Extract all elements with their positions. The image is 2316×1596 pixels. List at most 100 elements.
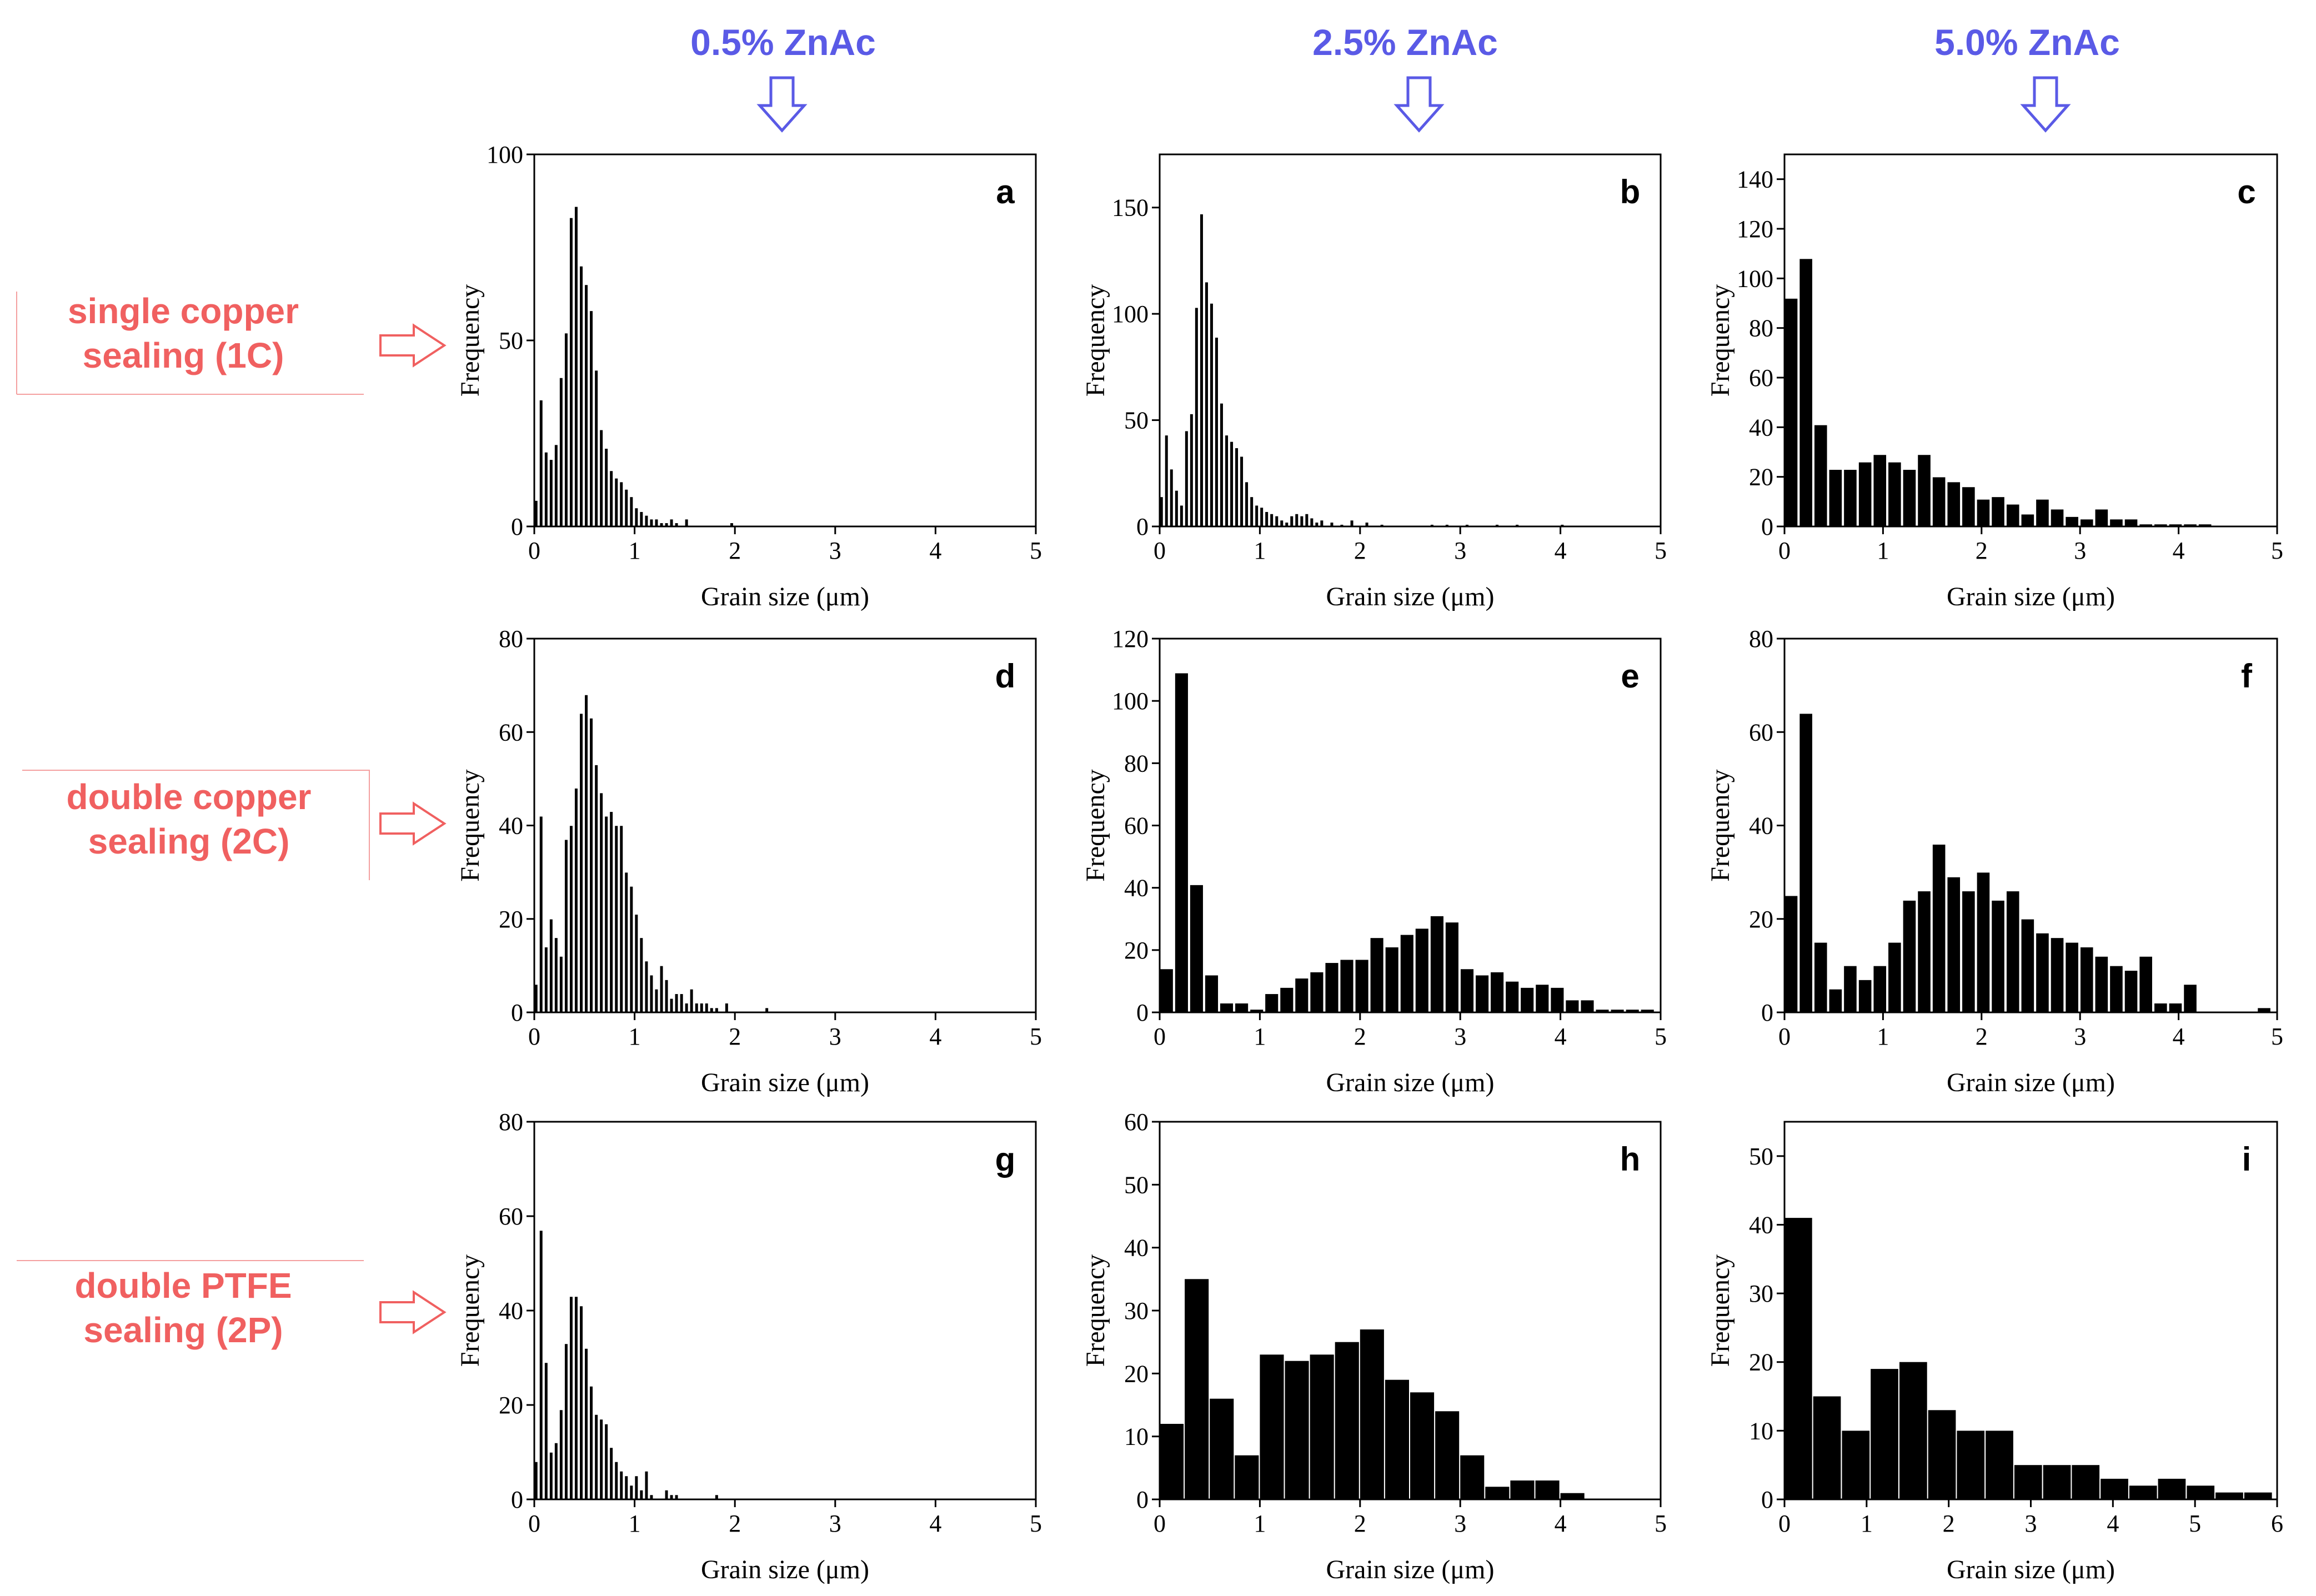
bar bbox=[1179, 504, 1184, 527]
bar bbox=[1174, 672, 1189, 1013]
y-tick-label: 80 bbox=[1124, 750, 1149, 777]
bar bbox=[1174, 490, 1179, 527]
y-tick-label: 20 bbox=[1749, 1349, 1773, 1376]
bar bbox=[1430, 915, 1445, 1013]
bar bbox=[654, 988, 659, 1013]
bar bbox=[1550, 987, 1565, 1013]
bar bbox=[2064, 516, 2079, 527]
y-axis-label: Frequency bbox=[1706, 284, 1735, 397]
bar bbox=[639, 1489, 644, 1500]
bar bbox=[564, 1343, 569, 1500]
bar bbox=[659, 965, 664, 1013]
bar bbox=[614, 478, 619, 527]
y-tick-label: 60 bbox=[1124, 1108, 1149, 1136]
bar bbox=[549, 459, 554, 527]
y-tick-label: 40 bbox=[499, 1297, 523, 1324]
y-axis-label: Frequency bbox=[1081, 1254, 1110, 1367]
bar bbox=[1828, 988, 1843, 1013]
y-tick-label: 0 bbox=[1136, 513, 1149, 540]
bar bbox=[1264, 993, 1279, 1013]
y-tick-label: 80 bbox=[1749, 315, 1773, 342]
bar bbox=[594, 764, 599, 1013]
x-tick-label: 0 bbox=[528, 1023, 540, 1050]
x-tick-label: 4 bbox=[2107, 1510, 2119, 1537]
bar bbox=[1932, 476, 1946, 527]
x-tick-label: 1 bbox=[1861, 1510, 1873, 1537]
x-tick-label: 0 bbox=[528, 1510, 540, 1537]
y-tick-label: 50 bbox=[1749, 1143, 1773, 1170]
bar bbox=[1194, 307, 1199, 527]
row-label-1c: single copper sealing (1C) bbox=[28, 289, 339, 378]
bar bbox=[1991, 496, 2006, 527]
bar bbox=[1784, 298, 1798, 527]
bar bbox=[1279, 987, 1294, 1013]
x-tick-label: 1 bbox=[1254, 1023, 1266, 1050]
y-tick-label: 0 bbox=[511, 513, 523, 540]
y-tick-label: 120 bbox=[1737, 215, 1773, 243]
bar bbox=[1460, 1455, 1485, 1499]
x-tick-label: 0 bbox=[528, 537, 540, 564]
bar bbox=[1259, 506, 1264, 527]
right-arrow-icon bbox=[379, 1290, 447, 1334]
bar bbox=[619, 481, 624, 527]
bar bbox=[1858, 461, 1872, 527]
row-label-2p-line2: sealing (2P) bbox=[83, 1310, 283, 1350]
bar bbox=[599, 1418, 604, 1500]
panel-label: h bbox=[1620, 1141, 1641, 1178]
x-axis-label: Grain size (μm) bbox=[1326, 1068, 1495, 1097]
x-tick-label: 1 bbox=[1254, 1510, 1266, 1537]
x-tick-label: 2 bbox=[729, 1023, 741, 1050]
y-axis-label: Frequency bbox=[1081, 284, 1110, 397]
bar bbox=[2187, 1485, 2215, 1499]
bar bbox=[1214, 337, 1219, 527]
row-label-2p: double PTFE sealing (2P) bbox=[28, 1263, 339, 1352]
bar bbox=[654, 518, 659, 527]
y-tick-label: 50 bbox=[499, 327, 523, 354]
bar bbox=[1400, 934, 1415, 1013]
bar bbox=[629, 886, 634, 1013]
y-tick-label: 0 bbox=[1136, 999, 1149, 1026]
x-tick-label: 5 bbox=[1030, 1023, 1042, 1050]
y-tick-label: 40 bbox=[499, 812, 523, 840]
x-tick-label: 0 bbox=[1154, 1023, 1166, 1050]
x-axis-label: Grain size (μm) bbox=[1326, 1555, 1495, 1584]
bar bbox=[1798, 712, 1813, 1013]
bar bbox=[2124, 970, 2138, 1013]
bar bbox=[2079, 946, 2094, 1013]
bar bbox=[1199, 213, 1204, 527]
bar bbox=[1224, 434, 1229, 527]
bar bbox=[1279, 519, 1284, 527]
bar bbox=[1244, 481, 1249, 527]
bar bbox=[609, 1447, 614, 1500]
y-tick-label: 100 bbox=[1112, 687, 1149, 715]
bar bbox=[2021, 919, 2035, 1013]
panel-label: a bbox=[996, 173, 1015, 210]
bar bbox=[1309, 971, 1324, 1013]
bar bbox=[1289, 515, 1294, 527]
row-label-2c-line2: sealing (2C) bbox=[88, 821, 290, 861]
y-tick-label: 20 bbox=[1124, 1360, 1149, 1387]
column-header-5.0: 5.0% ZnAc bbox=[1934, 22, 2120, 63]
x-tick-label: 4 bbox=[2173, 1023, 2185, 1050]
row-label-2p-line1: double PTFE bbox=[74, 1266, 292, 1306]
bar bbox=[554, 1442, 559, 1500]
row-separator bbox=[22, 770, 370, 880]
panel-label: d bbox=[995, 658, 1016, 695]
x-tick-label: 5 bbox=[1655, 537, 1667, 564]
chart-panel-e: 0 1 2 3 4 5 0 20 40 60 80 100 120 Grain size (μm) Freq… bbox=[1081, 625, 1667, 1097]
bar bbox=[624, 489, 629, 527]
bar bbox=[614, 825, 619, 1013]
bar bbox=[644, 515, 649, 527]
y-tick-label: 20 bbox=[499, 1392, 523, 1419]
bar bbox=[1946, 876, 1961, 1013]
column-header-2.5: 2.5% ZnAc bbox=[1312, 22, 1498, 63]
bar bbox=[1917, 454, 1932, 527]
bar bbox=[2215, 1492, 2243, 1499]
y-tick-label: 80 bbox=[499, 625, 523, 653]
bar bbox=[699, 1002, 704, 1013]
y-tick-label: 50 bbox=[1124, 407, 1149, 434]
bar bbox=[549, 919, 554, 1013]
bar bbox=[1946, 481, 1961, 527]
bar bbox=[1335, 1342, 1359, 1499]
